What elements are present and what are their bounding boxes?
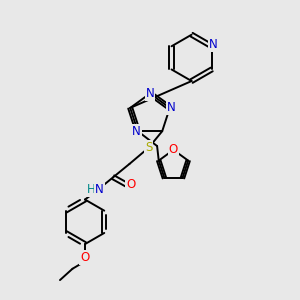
Text: N: N bbox=[209, 38, 218, 51]
Text: N: N bbox=[95, 183, 103, 196]
Text: N: N bbox=[146, 87, 154, 100]
Text: H: H bbox=[87, 183, 96, 196]
Text: O: O bbox=[80, 251, 90, 264]
Text: N: N bbox=[167, 101, 176, 114]
Text: S: S bbox=[145, 141, 152, 154]
Text: O: O bbox=[126, 178, 136, 191]
Text: O: O bbox=[169, 143, 178, 156]
Text: N: N bbox=[132, 125, 141, 138]
